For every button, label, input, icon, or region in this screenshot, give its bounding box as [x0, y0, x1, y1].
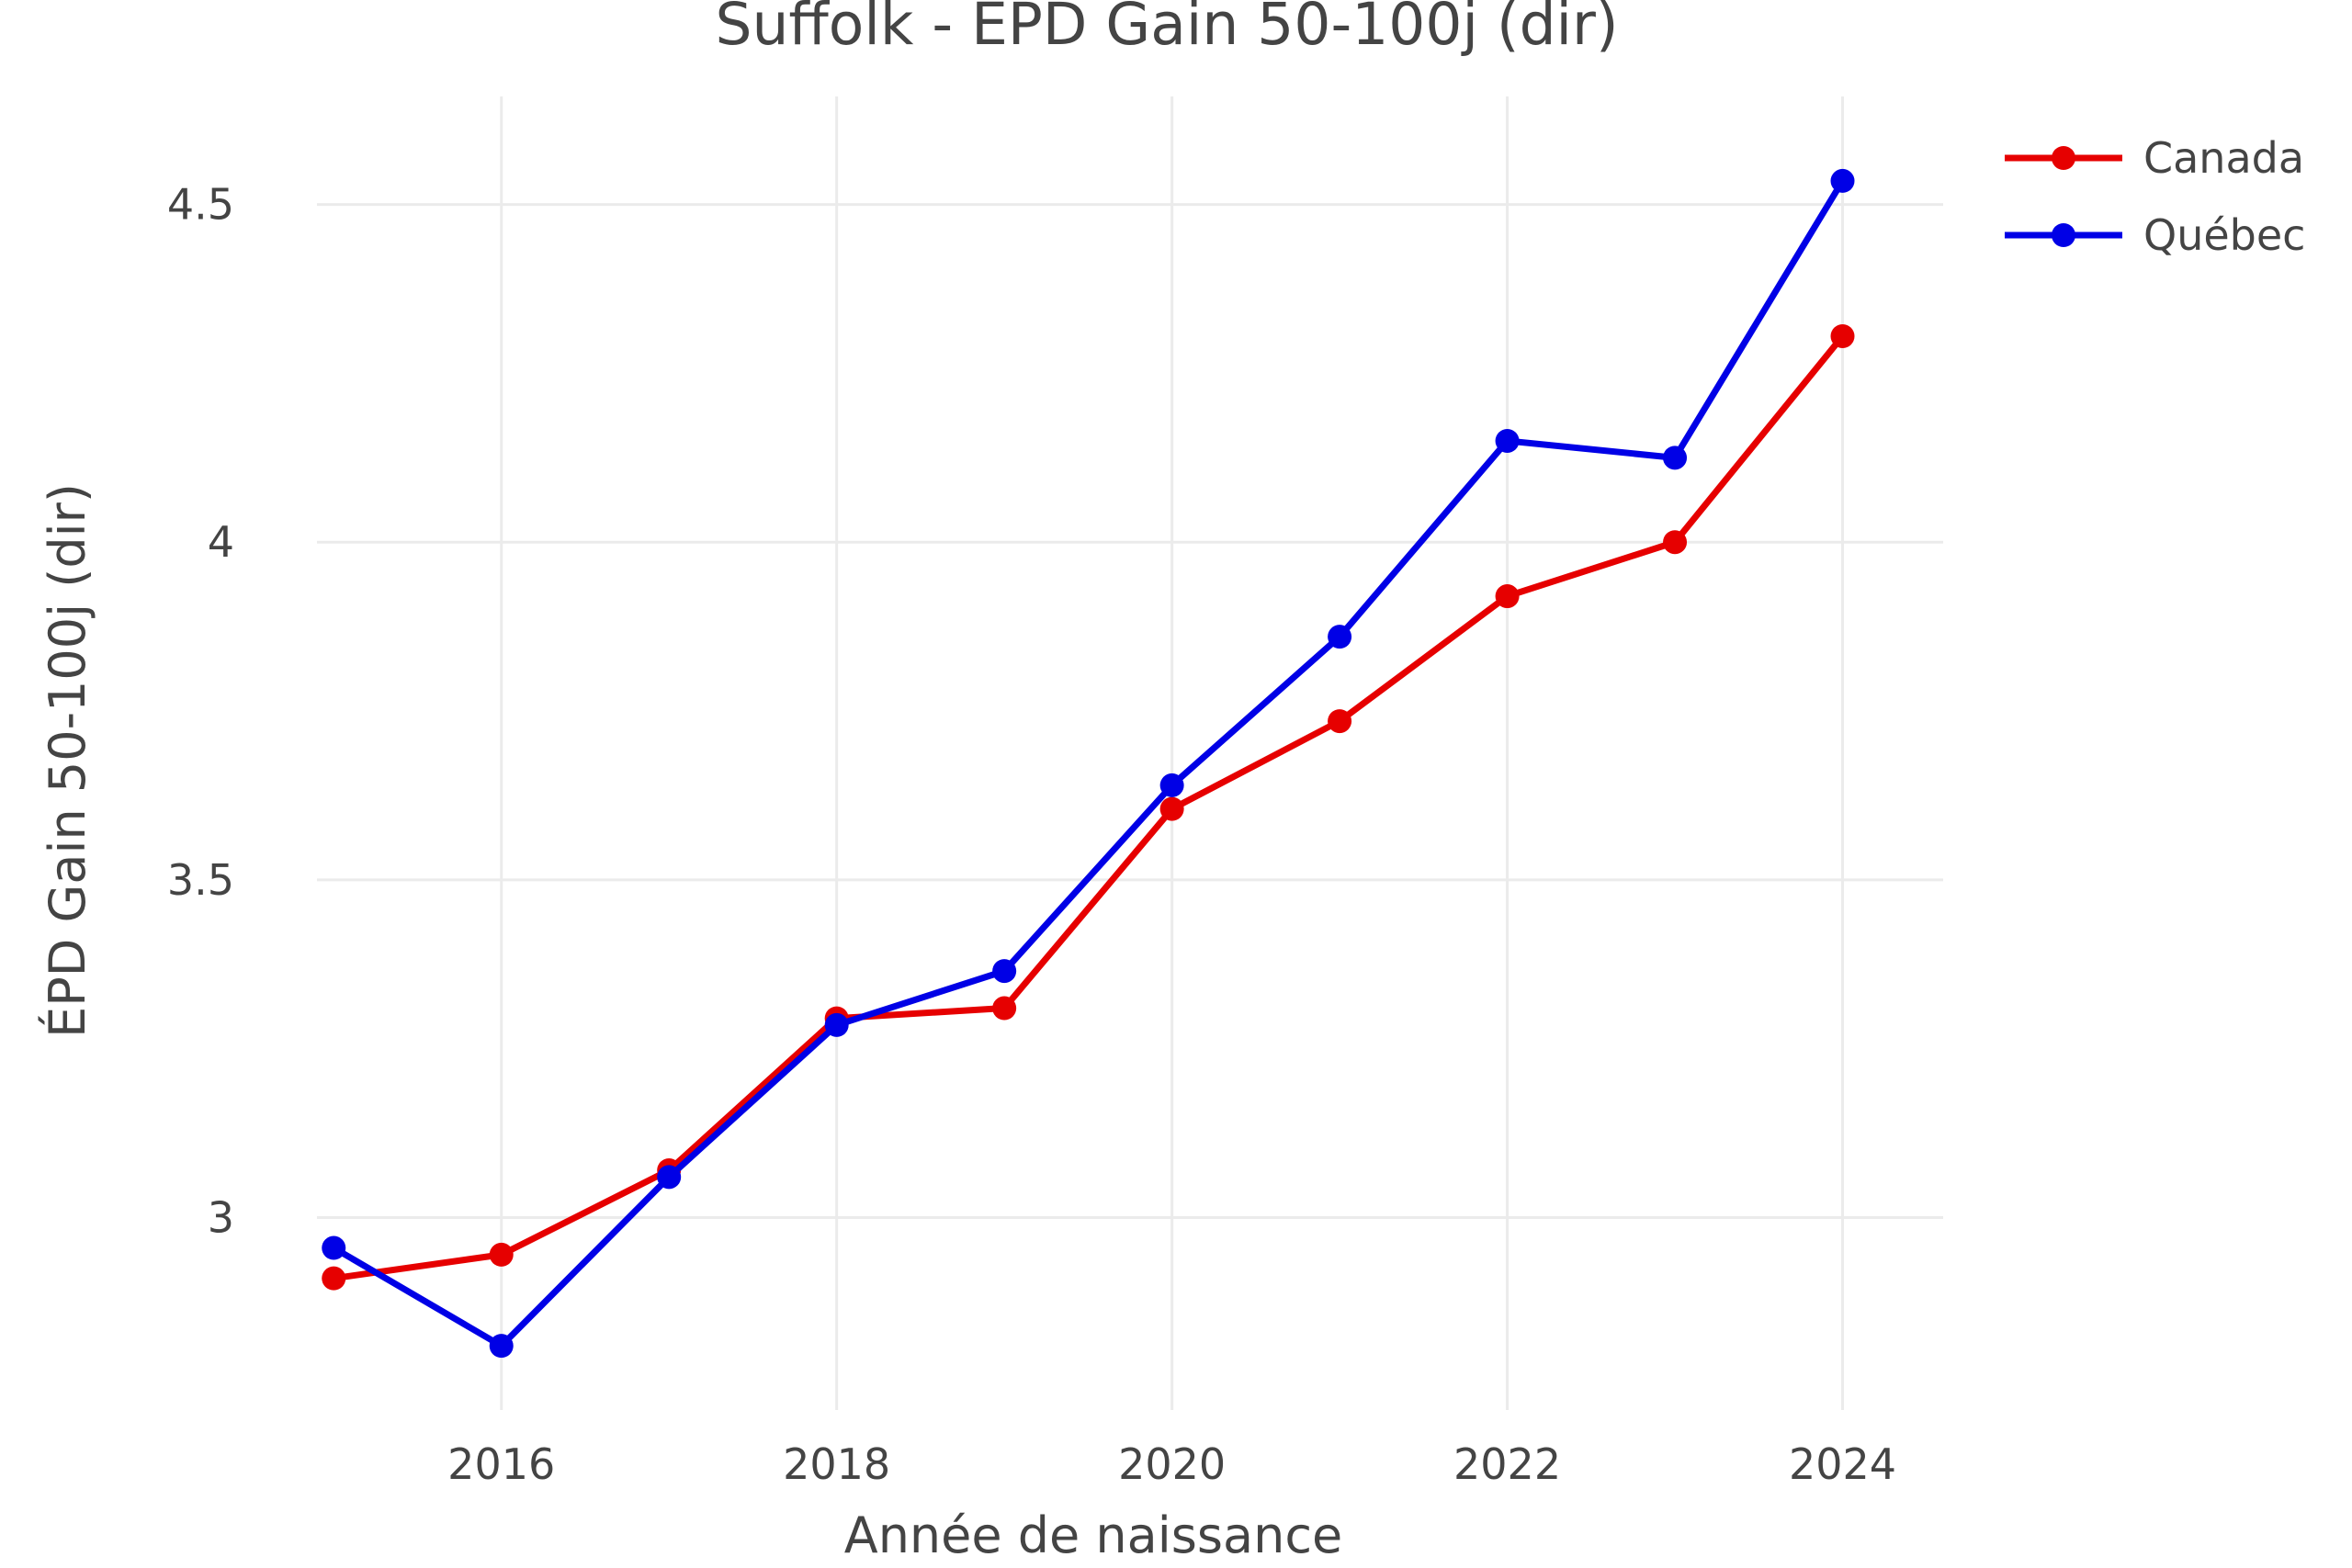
data-point	[657, 1165, 682, 1190]
data-point	[1830, 168, 1855, 193]
axis-ticks: 2016 2018 2020 2022 2024 3 3.5 4 4.5	[167, 180, 1896, 1489]
data-point	[1495, 584, 1520, 609]
legend: Canada Québec	[2005, 133, 2305, 260]
data-point	[824, 1012, 849, 1037]
chart-title: Suffolk - EPD Gain 50-100j (dir)	[715, 0, 1618, 58]
y-axis-title: ÉPD Gain 50-100j (dir)	[39, 483, 96, 1038]
series-canada	[322, 324, 1855, 1291]
data-point	[992, 959, 1017, 984]
legend-label: Québec	[2143, 210, 2305, 260]
legend-marker	[2052, 146, 2075, 170]
y-tick-label: 4	[208, 517, 234, 567]
data-point	[322, 1235, 346, 1260]
data-point	[992, 996, 1017, 1021]
x-tick-label: 2018	[783, 1439, 890, 1489]
y-tick-label: 3.5	[167, 855, 234, 905]
data-point	[1663, 446, 1688, 470]
data-point	[1495, 428, 1520, 453]
data-point	[1830, 324, 1855, 349]
legend-item[interactable]: Québec	[2005, 210, 2305, 260]
grid	[317, 96, 1943, 1410]
legend-item[interactable]: Canada	[2005, 133, 2304, 183]
legend-marker	[2052, 223, 2075, 247]
data-point	[1159, 773, 1184, 797]
data-point	[1328, 625, 1352, 649]
x-tick-label: 2022	[1453, 1439, 1561, 1489]
legend-label: Canada	[2143, 133, 2304, 183]
data-point	[489, 1334, 514, 1359]
series-qu-bec	[322, 168, 1855, 1359]
series-line	[330, 333, 1847, 1282]
x-tick-label: 2016	[447, 1439, 555, 1489]
y-tick-label: 3	[208, 1192, 234, 1242]
series-line	[330, 177, 1847, 1349]
y-tick-label: 4.5	[167, 180, 234, 230]
data-point	[1663, 530, 1688, 555]
data-point	[1328, 709, 1352, 734]
x-tick-label: 2024	[1789, 1439, 1896, 1489]
x-tick-label: 2020	[1118, 1439, 1226, 1489]
series	[322, 168, 1855, 1359]
x-axis-title: Année de naissance	[844, 1506, 1342, 1564]
data-point	[1159, 796, 1184, 821]
data-point	[322, 1266, 346, 1291]
data-point	[489, 1242, 514, 1267]
